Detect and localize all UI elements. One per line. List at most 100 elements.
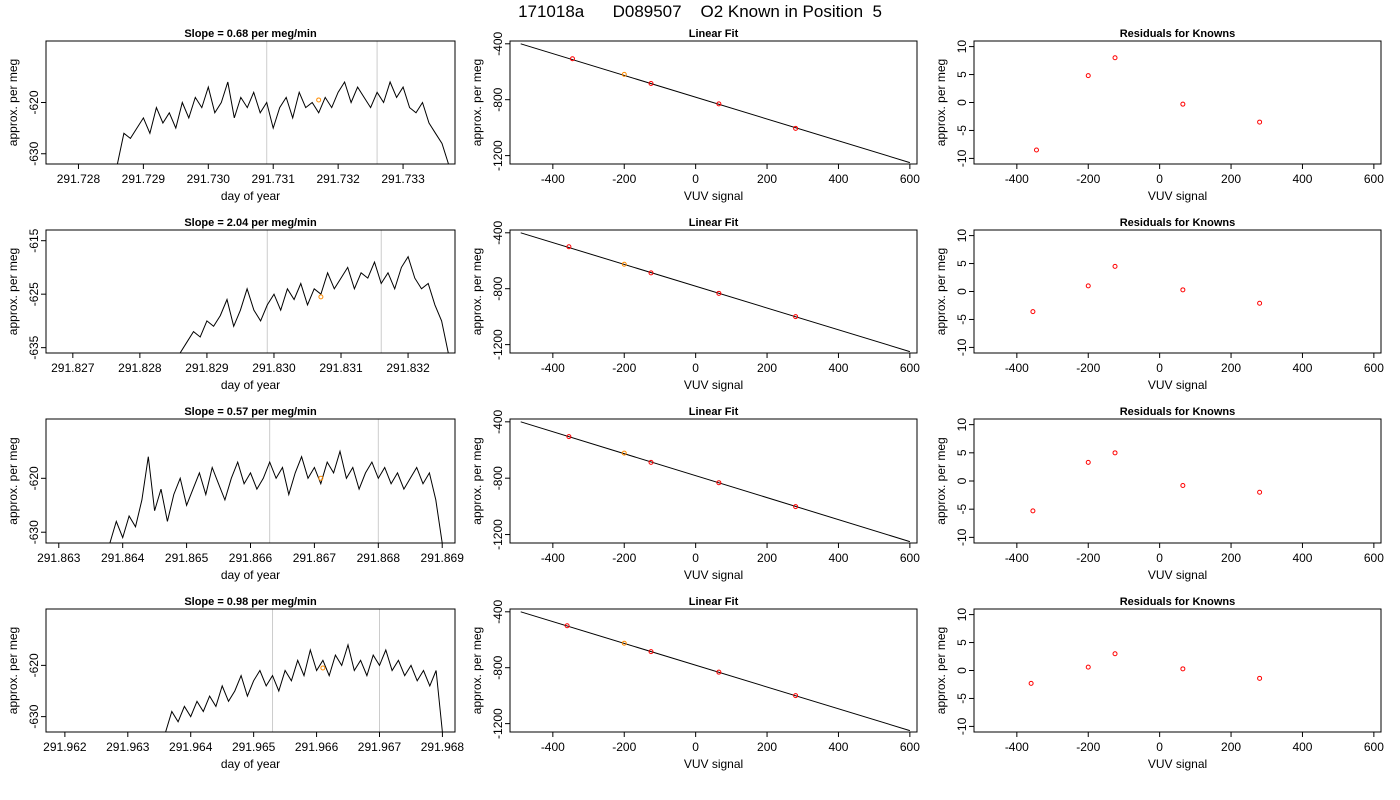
plot-frame — [45, 229, 456, 354]
x-tick-label: 291.865 — [165, 551, 209, 565]
data-point — [1257, 489, 1263, 495]
plot-marks — [1030, 263, 1263, 315]
panel-4: Slope = 2.04 per meg/min 291.827 291.828 29… — [6, 217, 456, 392]
plot-marks — [520, 43, 911, 164]
y-tick-label: -625 — [27, 282, 41, 306]
x-tick-label: -200 — [1076, 551, 1100, 565]
y-tick-label: -1200 — [491, 329, 505, 360]
data-point — [1180, 483, 1186, 489]
x-tick-label: 291.732 — [316, 172, 360, 186]
y-axis-label: approx. per meg — [934, 248, 948, 335]
x-tick-label: 291.730 — [187, 172, 231, 186]
x-axis-label: VUV signal — [684, 189, 743, 203]
highlight-marker — [318, 294, 324, 300]
x-tick-label: 291.828 — [118, 361, 162, 375]
y-axis-label: approx. per meg — [470, 248, 484, 335]
plot-frame — [45, 418, 456, 544]
x-tick-label: 0 — [1156, 551, 1163, 565]
x-tick-label: -200 — [1076, 172, 1100, 186]
x-tick-label: -200 — [1076, 361, 1100, 375]
x-tick-label: 600 — [1364, 740, 1384, 754]
y-tick-label: -1200 — [491, 708, 505, 739]
x-axis-label: VUV signal — [684, 568, 743, 582]
data-point — [1112, 450, 1118, 456]
y-tick-label: -10 — [955, 149, 969, 167]
panel-1: Slope = 0.68 per meg/min 291.728 291.729 29… — [6, 28, 456, 203]
x-tick-label: -400 — [541, 172, 565, 186]
fit-line — [520, 421, 911, 543]
x-tick-label: 291.966 — [295, 740, 339, 754]
y-tick-label: -400 — [491, 599, 505, 623]
x-tick-label: 600 — [900, 551, 920, 565]
plot-frame — [509, 608, 918, 733]
plot-marks — [1028, 651, 1263, 686]
panel-8: Linear Fit -400 -200 0 200 400 600 -400 -800 -120… — [470, 406, 920, 582]
panel-12: Residuals for Knowns -400 -200 0 200 400 600 -1… — [934, 596, 1384, 771]
data-point — [1112, 263, 1118, 269]
x-tick-label: 400 — [1292, 740, 1312, 754]
series-line — [179, 255, 449, 353]
data-point — [648, 270, 654, 276]
plot-marks — [179, 230, 449, 353]
y-tick-label: -620 — [27, 653, 41, 677]
x-tick-label: 200 — [1221, 172, 1241, 186]
panel-2: Linear Fit -400 -200 0 200 400 600 -400 -800 -120… — [470, 28, 920, 203]
x-tick-label: 400 — [1292, 361, 1312, 375]
x-tick-label: 400 — [1292, 551, 1312, 565]
y-tick-label: -630 — [27, 704, 41, 728]
y-tick-label: 5 — [955, 639, 969, 646]
plot-frame — [509, 229, 918, 354]
x-tick-label: 0 — [1156, 740, 1163, 754]
x-tick-label: 200 — [1221, 361, 1241, 375]
x-tick-label: 0 — [692, 172, 699, 186]
data-point — [621, 640, 627, 646]
data-point — [566, 434, 572, 440]
x-tick-label: 600 — [900, 361, 920, 375]
panel-title: Linear Fit — [689, 406, 739, 418]
x-axis-label: VUV signal — [1148, 568, 1207, 582]
data-point — [648, 80, 654, 86]
x-tick-label: 400 — [828, 172, 848, 186]
panel-9: Residuals for Knowns -400 -200 0 200 400 600 -1… — [934, 406, 1384, 582]
data-point — [716, 290, 722, 296]
panel-11: Linear Fit -400 -200 0 200 400 600 -400 -800 -120… — [470, 596, 920, 771]
x-tick-label: -200 — [1076, 740, 1100, 754]
y-tick-label: 0 — [955, 667, 969, 674]
y-axis-label: approx. per meg — [934, 627, 948, 714]
panel-title: Linear Fit — [689, 28, 739, 40]
x-tick-label: 291.864 — [101, 551, 145, 565]
data-point — [1028, 680, 1034, 686]
panel-title: Residuals for Knowns — [1120, 406, 1236, 418]
data-point — [621, 261, 627, 267]
plot-marks — [109, 419, 443, 543]
x-tick-label: 400 — [828, 740, 848, 754]
panel-title: Residuals for Knowns — [1120, 596, 1236, 608]
x-axis-label: day of year — [221, 757, 280, 771]
y-axis-label: approx. per meg — [470, 59, 484, 146]
panel-3: Residuals for Knowns -400 -200 0 200 400 600 -1… — [934, 28, 1384, 203]
y-axis-label: approx. per meg — [6, 59, 20, 146]
y-tick-label: -5 — [955, 504, 969, 515]
y-axis-label: approx. per meg — [6, 437, 20, 524]
panel-10: Slope = 0.98 per meg/min 291.962 291.963 29… — [6, 596, 464, 771]
x-tick-label: 400 — [828, 361, 848, 375]
x-tick-label: 291.866 — [229, 551, 273, 565]
x-tick-label: 400 — [1292, 172, 1312, 186]
panel-5: Linear Fit -400 -200 0 200 400 600 -400 -800 -120… — [470, 217, 920, 392]
x-axis-label: day of year — [221, 568, 280, 582]
x-tick-label: 200 — [757, 361, 777, 375]
x-tick-label: 200 — [757, 172, 777, 186]
data-point — [793, 504, 799, 510]
panel-title: Residuals for Knowns — [1120, 217, 1236, 229]
panel-title: Slope = 0.98 per meg/min — [184, 596, 317, 608]
x-tick-label: 291.832 — [386, 361, 430, 375]
data-point — [1180, 101, 1186, 107]
x-tick-label: 0 — [1156, 172, 1163, 186]
plot-marks — [1033, 55, 1263, 153]
x-tick-label: 291.962 — [43, 740, 87, 754]
x-tick-label: 291.863 — [37, 551, 81, 565]
x-tick-label: 0 — [692, 551, 699, 565]
y-tick-label: -5 — [955, 125, 969, 136]
data-point — [716, 101, 722, 107]
fit-line — [520, 232, 911, 353]
